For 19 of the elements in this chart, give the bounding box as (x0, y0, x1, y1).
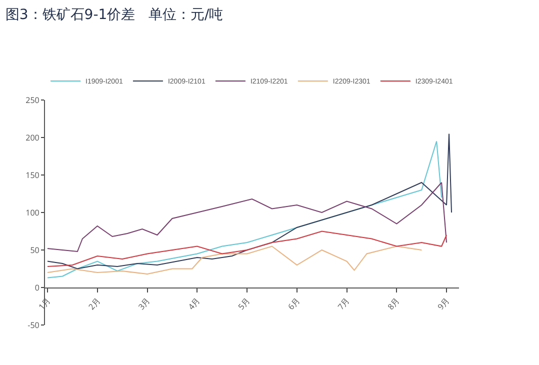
y-tick-label: 50 (30, 244, 40, 256)
line-series (46, 182, 448, 252)
x-tick-label: 4月 (186, 296, 202, 312)
x-tick-label: 7月 (336, 296, 352, 312)
y-tick-label: 0 (34, 282, 40, 294)
x-tick-label: 8月 (386, 296, 402, 312)
line-series (46, 246, 422, 274)
x-tick-label: 3月 (136, 296, 153, 312)
y-tick-label: 250 (26, 94, 40, 106)
x-tick-label: 5月 (236, 296, 252, 312)
y-tick-label: 100 (26, 207, 40, 218)
line-series (46, 230, 448, 267)
y-tick-label: 150 (26, 170, 40, 181)
y-tick-label: 200 (26, 132, 40, 144)
x-tick-label: 6月 (286, 296, 302, 312)
x-tick-label: 2月 (86, 296, 103, 312)
chart-title: 图3：铁矿石9-1价差 单位：元/吨 (5, 6, 224, 23)
y-tick-label: -50 (28, 320, 40, 331)
x-tick-label: 9月 (435, 296, 452, 312)
